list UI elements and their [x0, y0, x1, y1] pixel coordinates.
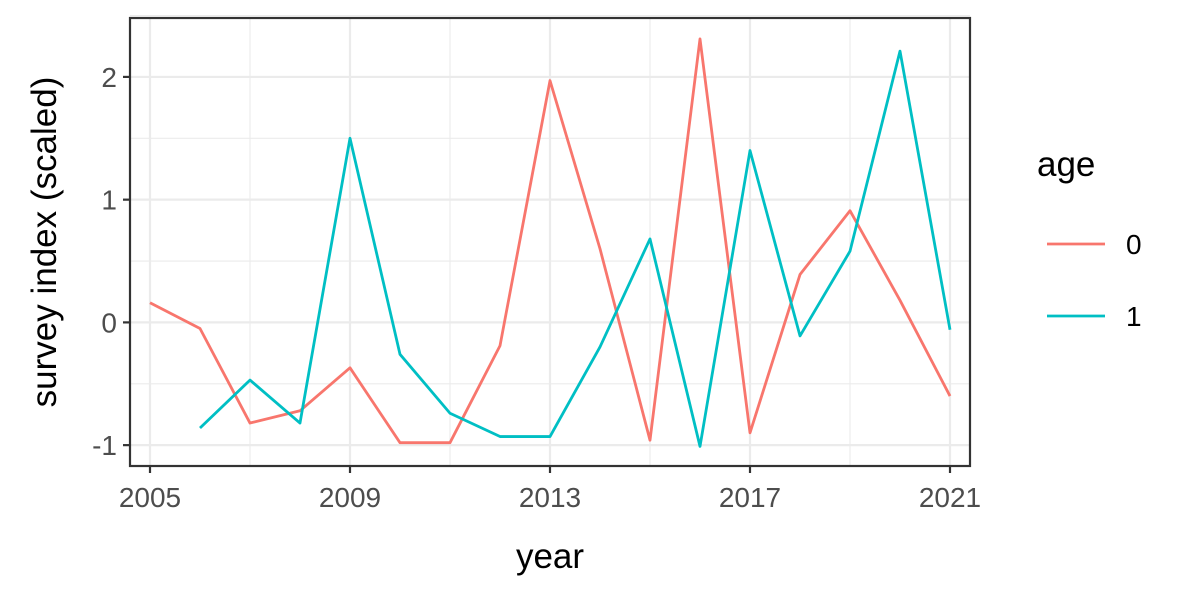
- legend-label-age-0: 0: [1126, 229, 1142, 260]
- series-line-age-1: [199, 49, 952, 448]
- legend-items: 01: [1047, 229, 1142, 332]
- x-axis-title: year: [516, 537, 584, 576]
- grid: [130, 14, 970, 466]
- x-tick-label: 2005: [119, 482, 181, 513]
- legend: age 01: [1037, 145, 1142, 332]
- y-axis-title: survey index (scaled): [25, 77, 64, 408]
- axes: 2005 2009 2013 2017 2021 -1 0 1 2: [92, 62, 981, 513]
- x-tick-label: 2013: [519, 482, 581, 513]
- legend-title: age: [1037, 145, 1095, 184]
- series-layer: [149, 37, 952, 448]
- x-tick-label: 2009: [319, 482, 381, 513]
- x-tick-label: 2021: [919, 482, 981, 513]
- series-line-age-0: [149, 37, 952, 445]
- y-tick-label: 0: [101, 307, 117, 338]
- y-tick-label: 1: [101, 185, 117, 216]
- y-tick-label: 2: [101, 62, 117, 93]
- y-tick-label: -1: [92, 430, 117, 461]
- legend-label-age-1: 1: [1126, 301, 1142, 332]
- x-tick-label: 2017: [719, 482, 781, 513]
